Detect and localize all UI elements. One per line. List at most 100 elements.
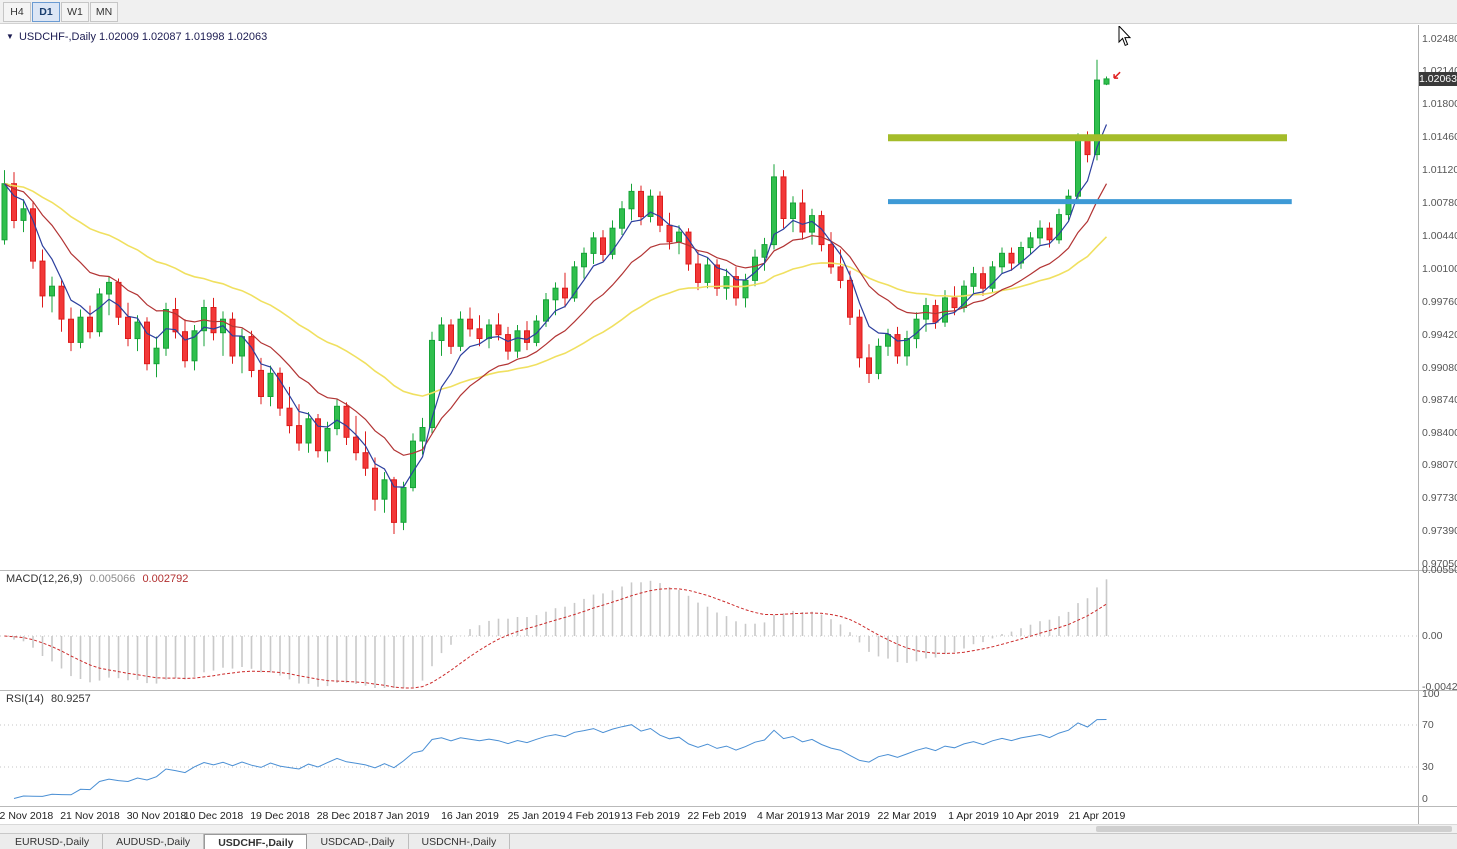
- candle: [438, 317, 445, 356]
- candle: [315, 414, 321, 458]
- macd-main-value: 0.005066: [89, 573, 136, 585]
- sell-arrow-marker[interactable]: [1113, 71, 1121, 79]
- price-axis-label: 1.01120: [1422, 164, 1457, 177]
- candle: [96, 288, 103, 337]
- macd-signal-line: [4, 588, 1107, 689]
- timeframe-button-H4[interactable]: H4: [3, 1, 31, 22]
- tab-usdcnh-daily[interactable]: USDCNH-,Daily: [409, 834, 511, 849]
- macd-axis-label: -0.004221: [1422, 680, 1457, 693]
- date-label: 22 Mar 2019: [877, 810, 937, 822]
- date-label: 4 Feb 2019: [566, 810, 621, 822]
- candle: [20, 199, 27, 233]
- date-label: 25 Jan 2019: [507, 810, 566, 822]
- chart-title-marker-icon: ▼: [6, 32, 14, 41]
- candle: [638, 185, 644, 226]
- candle: [277, 367, 283, 416]
- candle: [913, 312, 920, 349]
- date-label: 30 Nov 2018: [126, 810, 187, 822]
- date-label: 13 Feb 2019: [621, 810, 680, 822]
- date-label: 16 Jan 2019: [441, 810, 499, 822]
- date-label: 10 Dec 2018: [183, 810, 244, 822]
- candle: [980, 266, 986, 296]
- tab-eurusd-daily[interactable]: EURUSD-,Daily: [2, 834, 104, 849]
- candle: [106, 276, 112, 316]
- candle: [647, 189, 654, 223]
- candle: [752, 249, 758, 287]
- moving-average-medium-red: [4, 183, 1108, 456]
- chart-title-symbol: USDCHF-,Daily: [18, 31, 96, 43]
- candle: [267, 365, 274, 407]
- candle: [818, 210, 825, 252]
- macd-signal-value: 0.002792: [142, 573, 189, 585]
- candle: [201, 299, 207, 347]
- candle: [628, 183, 635, 221]
- candle: [87, 305, 93, 339]
- candle: [248, 330, 255, 378]
- candle: [885, 328, 891, 356]
- moving-average-fast-blue: [4, 124, 1108, 488]
- panel-separator-main-macd[interactable]: [0, 570, 1457, 571]
- candle: [334, 399, 340, 436]
- candle: [400, 481, 407, 531]
- candle: [30, 201, 36, 269]
- price-axis-label: 0.99420: [1422, 328, 1457, 341]
- candle: [172, 297, 179, 339]
- tab-usdcad-daily[interactable]: USDCAD-,Daily: [307, 834, 409, 849]
- date-label: 22 Feb 2019: [687, 810, 747, 822]
- timeframe-button-MN[interactable]: MN: [90, 1, 118, 22]
- candle: [495, 313, 502, 341]
- candle: [524, 321, 530, 351]
- candle: [723, 268, 730, 300]
- candle: [467, 307, 473, 337]
- rsi-axis-label: 0: [1422, 792, 1428, 805]
- horizontal-scrollbar-thumb[interactable]: [1096, 826, 1452, 832]
- candle: [619, 201, 625, 235]
- panel-separator-rsi-dates: [0, 806, 1457, 807]
- candle: [11, 172, 17, 229]
- candle: [182, 319, 188, 368]
- candle: [391, 476, 397, 534]
- date-label: 13 Mar 2019: [811, 810, 870, 822]
- candle: [144, 317, 150, 371]
- candle: [39, 249, 46, 308]
- date-label: 28 Dec 2018: [316, 810, 377, 822]
- rsi-value: 80.9257: [50, 693, 91, 705]
- macd-name: MACD(12,26,9): [6, 573, 83, 585]
- price-axis-label: 1.01800: [1422, 98, 1457, 111]
- candle: [866, 344, 872, 383]
- rsi-axis-label: 30: [1422, 761, 1434, 773]
- candle: [970, 266, 977, 293]
- candle: [381, 472, 388, 513]
- candle: [552, 282, 559, 316]
- candle: [191, 325, 198, 371]
- rsi-line: [13, 719, 1107, 799]
- candle: [790, 196, 796, 233]
- candle: [894, 326, 901, 364]
- candle: [1094, 59, 1100, 161]
- panel-separator-macd-rsi[interactable]: [0, 690, 1457, 691]
- timeframe-button-D1[interactable]: D1: [32, 1, 60, 22]
- candle: [780, 170, 787, 229]
- timeframe-button-W1[interactable]: W1: [61, 1, 89, 22]
- candle: [600, 230, 606, 262]
- candle: [562, 272, 568, 308]
- chart-canvas[interactable]: [0, 25, 1418, 806]
- tab-usdchf-daily[interactable]: USDCHF-,Daily: [204, 834, 308, 849]
- candle: [685, 228, 692, 271]
- candle: [115, 278, 122, 325]
- candle: [229, 312, 236, 364]
- candle: [761, 237, 768, 271]
- tab-audusd-daily[interactable]: AUDUSD-,Daily: [103, 834, 205, 849]
- candle: [372, 457, 378, 511]
- candle: [999, 247, 1005, 274]
- candle: [704, 257, 711, 289]
- candle: [1103, 76, 1110, 86]
- horizontal-scrollbar[interactable]: [0, 824, 1457, 833]
- candle: [609, 220, 616, 260]
- price-axis-label: 1.02480: [1422, 32, 1457, 45]
- candle: [486, 319, 492, 349]
- candle: [581, 247, 587, 279]
- candle: [514, 325, 521, 358]
- candle: [305, 412, 312, 453]
